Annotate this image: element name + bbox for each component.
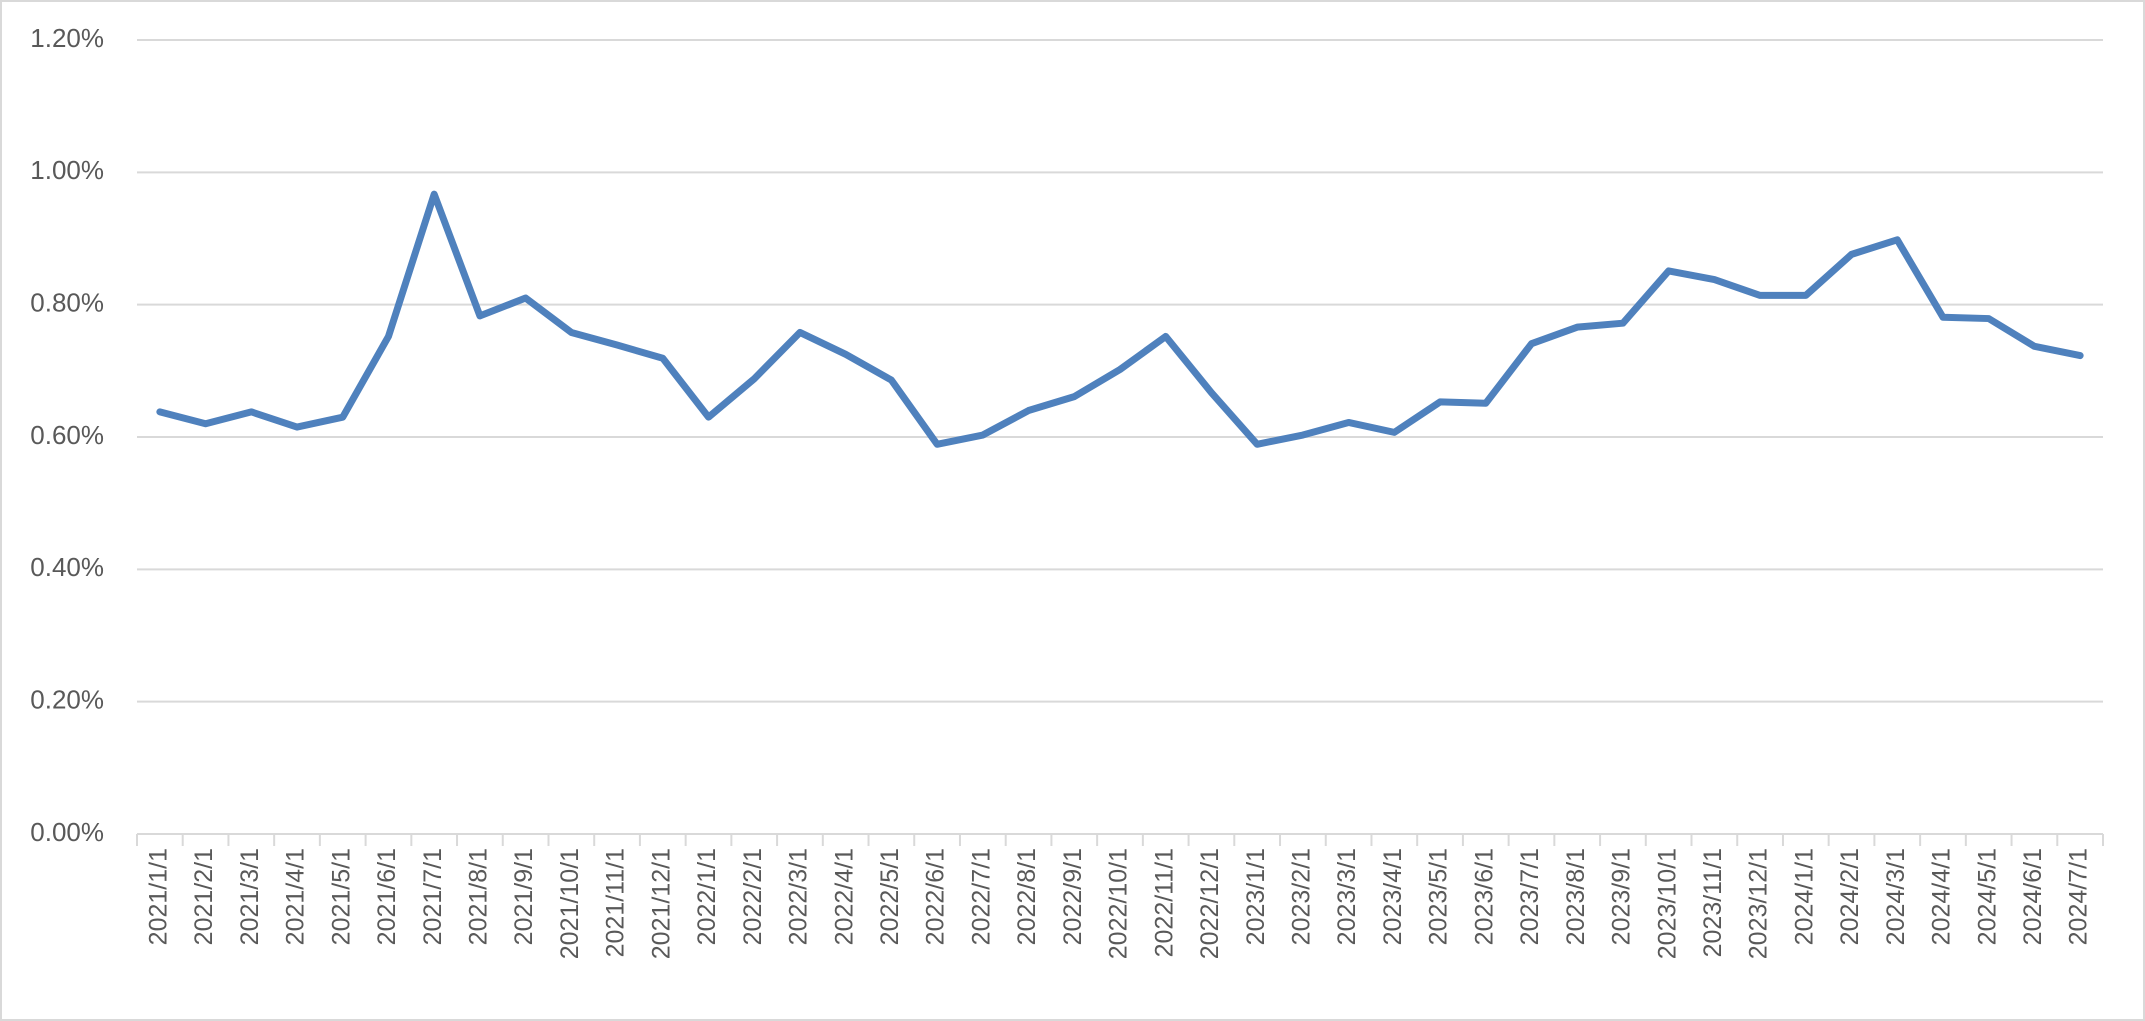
x-tick-label: 2022/10/1 bbox=[1105, 848, 1133, 959]
x-tick-label: 2023/9/1 bbox=[1608, 848, 1636, 945]
x-tick-label: 2023/10/1 bbox=[1653, 848, 1681, 959]
y-tick-label: 0.80% bbox=[30, 288, 104, 318]
x-tick-label: 2021/8/1 bbox=[465, 848, 493, 945]
y-tick-label: 0.00% bbox=[30, 817, 104, 847]
x-tick-label: 2024/5/1 bbox=[1973, 848, 2001, 945]
x-tick-label: 2021/11/1 bbox=[602, 848, 630, 957]
x-tick-label: 2022/12/1 bbox=[1196, 848, 1224, 959]
x-tick-label: 2021/5/1 bbox=[327, 848, 355, 945]
x-tick-label: 2023/8/1 bbox=[1562, 848, 1590, 945]
x-tick-label: 2022/11/1 bbox=[1150, 848, 1178, 957]
x-tick-label: 2022/9/1 bbox=[1059, 848, 1087, 945]
y-tick-label: 1.00% bbox=[30, 155, 104, 185]
y-tick-label: 0.40% bbox=[30, 552, 104, 582]
x-tick-label: 2024/7/1 bbox=[2065, 848, 2093, 945]
x-tick-label: 2022/7/1 bbox=[967, 848, 995, 945]
x-tick-label: 2022/8/1 bbox=[1013, 848, 1041, 945]
x-tick-label: 2023/4/1 bbox=[1379, 848, 1407, 945]
x-tick-label: 2022/2/1 bbox=[739, 848, 767, 945]
x-tick-label: 2022/1/1 bbox=[693, 848, 721, 945]
y-tick-label: 0.60% bbox=[30, 420, 104, 450]
x-tick-label: 2022/5/1 bbox=[876, 848, 904, 945]
x-tick-label: 2022/3/1 bbox=[785, 848, 813, 945]
x-tick-label: 2021/3/1 bbox=[236, 848, 264, 945]
x-tick-label: 2021/6/1 bbox=[373, 848, 401, 945]
x-tick-label: 2024/2/1 bbox=[1836, 848, 1864, 945]
x-tick-label: 2023/5/1 bbox=[1425, 848, 1453, 945]
x-tick-label: 2023/12/1 bbox=[1745, 848, 1773, 959]
x-tick-label: 2021/12/1 bbox=[647, 848, 675, 959]
x-tick-label: 2023/7/1 bbox=[1516, 848, 1544, 945]
x-tick-label: 2023/11/1 bbox=[1699, 848, 1727, 957]
x-tick-label: 2024/3/1 bbox=[1882, 848, 1910, 945]
x-tick-label: 2024/1/1 bbox=[1790, 848, 1818, 945]
x-tick-label: 2024/4/1 bbox=[1928, 848, 1956, 945]
y-tick-label: 1.20% bbox=[30, 23, 104, 53]
x-tick-label: 2021/7/1 bbox=[419, 848, 447, 945]
x-tick-label: 2022/6/1 bbox=[922, 848, 950, 945]
x-tick-label: 2021/9/1 bbox=[510, 848, 538, 945]
x-tick-label: 2023/1/1 bbox=[1242, 848, 1270, 945]
x-tick-label: 2021/10/1 bbox=[556, 848, 584, 959]
y-tick-label: 0.20% bbox=[30, 685, 104, 715]
x-tick-label: 2021/4/1 bbox=[282, 848, 310, 945]
x-tick-label: 2022/4/1 bbox=[830, 848, 858, 945]
x-tick-label: 2021/2/1 bbox=[190, 848, 218, 945]
x-tick-label: 2021/1/1 bbox=[144, 848, 172, 945]
x-tick-label: 2023/2/1 bbox=[1287, 848, 1315, 945]
x-tick-label: 2023/6/1 bbox=[1470, 848, 1498, 945]
data-line bbox=[156, 190, 2084, 448]
x-tick-label: 2023/3/1 bbox=[1333, 848, 1361, 945]
x-tick-label: 2024/6/1 bbox=[2019, 848, 2047, 945]
